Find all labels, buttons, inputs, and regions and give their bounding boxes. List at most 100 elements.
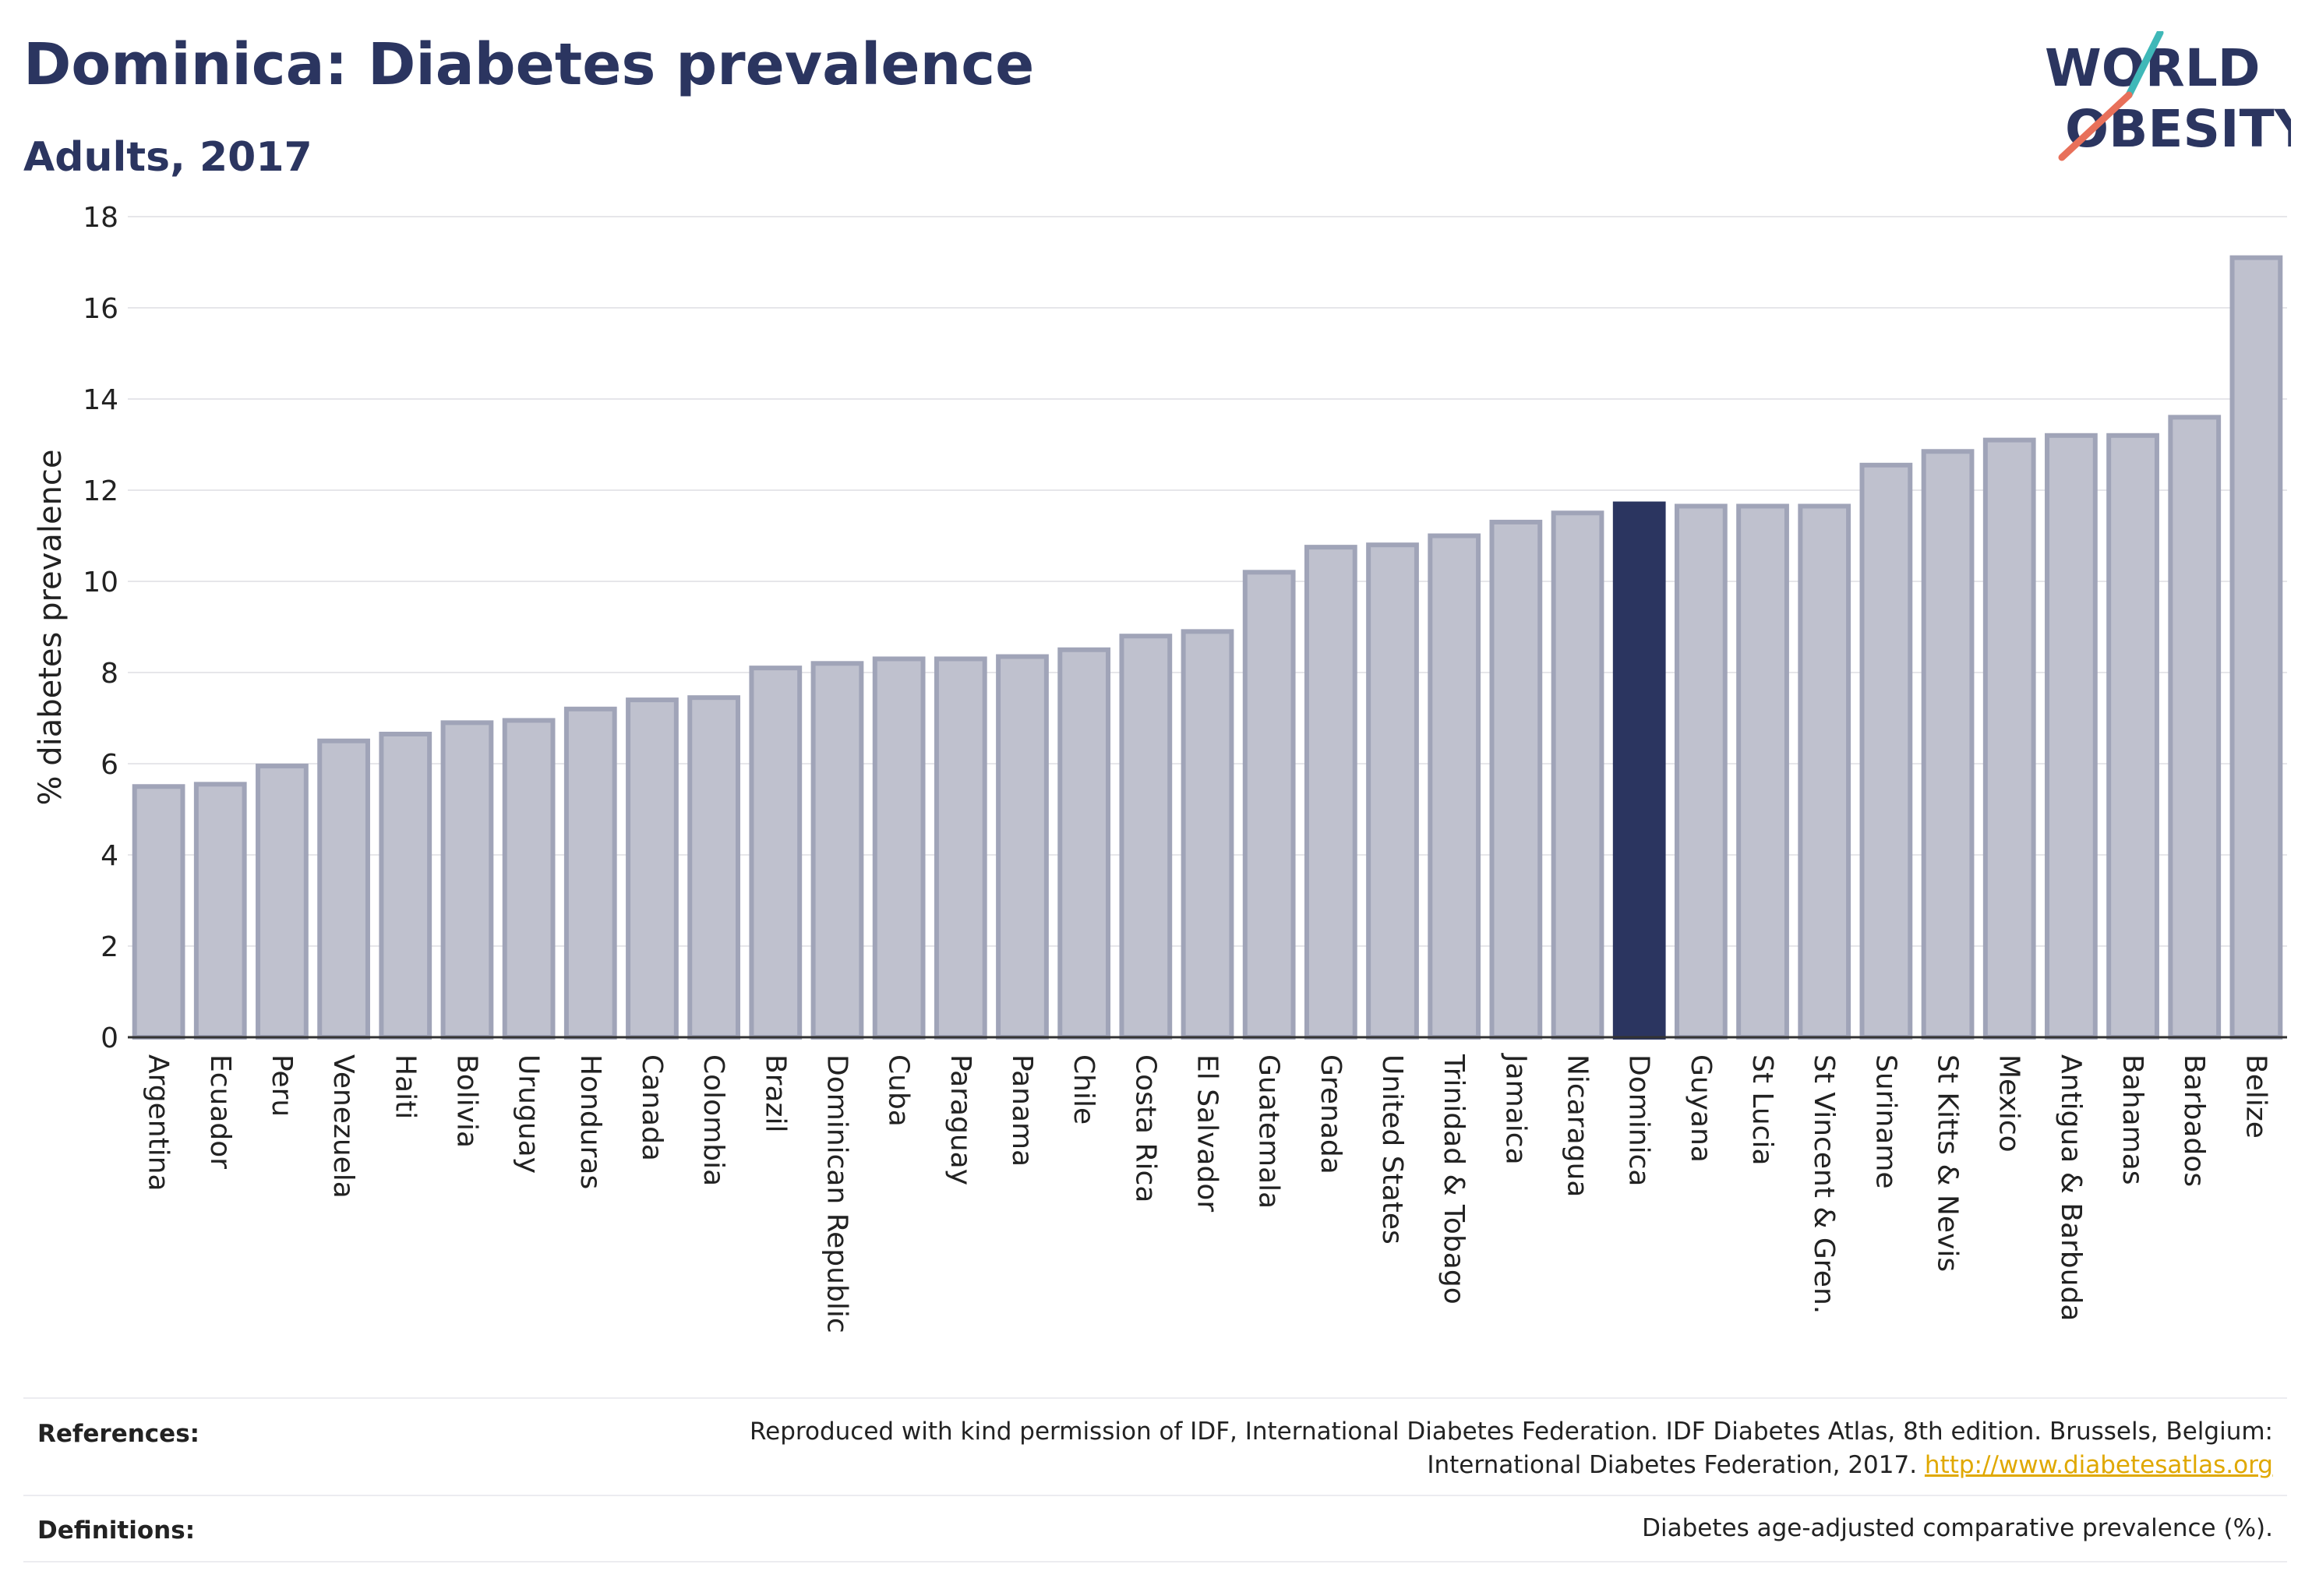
x-tick-label: Canada [636,1054,668,1161]
y-tick-label: 4 [101,840,118,872]
references-text: Reproduced with kind permission of IDF, … [750,1415,2273,1482]
bar [872,656,926,1040]
bar [1921,449,1975,1040]
logo-accent-coral [2058,91,2133,161]
bar [1366,542,1419,1040]
x-tick-label: El Salvador [1191,1054,1223,1212]
y-tick-label: 18 [83,202,118,234]
x-tick-label: Grenada [1315,1054,1347,1174]
logo-line2: OBESITY [2065,99,2291,159]
bar [256,763,309,1040]
x-tick-label: Antigua & Barbuda [2055,1054,2087,1321]
chart-title: Dominica: Diabetes prevalence [23,31,1035,98]
footer-divider-middle [23,1495,2287,1496]
references-link[interactable]: http://www.diabetesatlas.org [1924,1451,2273,1479]
bar [193,782,247,1040]
x-tick-label: Chile [1068,1054,1100,1125]
references-text-line2: International Diabetes Federation, 2017. [1427,1451,1925,1479]
bar [1242,570,1296,1040]
x-tick-label: Dominican Republic [821,1054,852,1333]
y-tick-label: 12 [83,475,118,507]
bar [379,731,432,1040]
x-tick-label: Barbados [2178,1054,2210,1187]
bar [1304,545,1357,1040]
x-tick-label: Venezuela [327,1054,359,1199]
x-tick-label: Uruguay [513,1054,545,1174]
bar [563,706,617,1040]
definitions-text: Diabetes age-adjusted comparative preval… [1642,1514,2273,1542]
bar [132,784,185,1040]
bar [2045,433,2098,1040]
x-tick-label: Colombia [697,1054,729,1186]
bar [1674,503,1728,1040]
x-tick-label: Guyana [1685,1054,1717,1163]
bar [749,666,803,1040]
bar [934,656,987,1040]
y-axis-label: % diabetes prevalence [33,449,69,805]
x-tick-label: Dominica [1623,1054,1655,1187]
x-tick-label: St Kitts & Nevis [1932,1054,1964,1272]
x-tick-label: Jamaica [1499,1053,1531,1165]
x-tick-label: Honduras [574,1054,606,1189]
logo-accent-teal [2125,31,2164,99]
bar [626,697,679,1040]
x-tick-label: Bolivia [450,1054,482,1148]
bar [317,738,370,1040]
x-tick-label: St Lucia [1746,1054,1778,1166]
bar [1057,647,1111,1040]
x-tick-label: Argentina [143,1054,175,1192]
x-tick-label: Trinidad & Tobago [1438,1054,1470,1305]
x-tick-label: Costa Rica [1129,1054,1161,1202]
footer-divider-bottom [23,1561,2287,1562]
footer-divider-top [23,1397,2287,1399]
definitions-label: Definitions: [37,1517,196,1545]
bars [132,255,2283,1040]
bar [440,720,494,1040]
x-tick-label: Peru [266,1054,298,1117]
bar-chart: 0 2 4 6 8 10 12 14 16 18 Argentina Ecuador Peru Vene… [33,202,2287,1333]
bar-highlighted [1612,501,1666,1040]
bar [502,718,556,1040]
y-axis-ticks: 0 2 4 6 8 10 12 14 16 18 [83,202,118,1054]
bar [1798,503,1851,1040]
x-tick-label: Cuba [883,1054,915,1127]
y-tick-label: 14 [83,384,118,416]
y-tick-label: 8 [101,658,118,690]
bar [1859,462,1913,1040]
definitions-section: Definitions: Diabetes age-adjusted compa… [23,1512,2287,1559]
bar [2168,415,2222,1040]
bar [1181,629,1234,1040]
x-tick-label: Ecuador [204,1054,236,1169]
bar [996,654,1049,1040]
y-tick-label: 10 [83,567,118,598]
bar [2106,433,2159,1040]
bar [1489,519,1543,1040]
bar [2229,255,2283,1040]
x-tick-label: Belize [2240,1054,2271,1139]
x-tick-label: Nicaragua [1562,1054,1594,1197]
x-tick-label: Bahamas [2116,1054,2148,1185]
x-tick-label: Haiti [389,1054,421,1119]
references-label: References: [37,1420,200,1448]
y-tick-label: 0 [101,1022,118,1054]
x-tick-label: Brazil [759,1054,791,1132]
bar [1982,437,2036,1040]
world-obesity-logo: WORLD OBESITY [2045,31,2291,161]
references-section: References: Reproduced with kind permiss… [23,1412,2287,1490]
x-tick-label: St Vincent & Gren. [1808,1054,1840,1314]
x-tick-label: Panama [1006,1054,1038,1167]
bar [687,695,741,1040]
x-axis-labels: Argentina Ecuador Peru Venezuela Haiti Bolivi… [143,1053,2272,1333]
bar [1119,634,1173,1040]
x-tick-label: Guatemala [1253,1054,1285,1209]
x-tick-label: United States [1376,1054,1408,1245]
x-tick-label: Suriname [1869,1054,1901,1189]
chart-subtitle: Adults, 2017 [23,134,312,181]
bar [1428,533,1481,1040]
bar [1736,503,1789,1040]
x-tick-label: Paraguay [944,1054,976,1185]
y-tick-label: 6 [101,749,118,781]
x-tick-label: Mexico [1993,1054,2025,1153]
references-text-line1: Reproduced with kind permission of IDF, … [750,1418,2273,1446]
bar [810,661,864,1040]
